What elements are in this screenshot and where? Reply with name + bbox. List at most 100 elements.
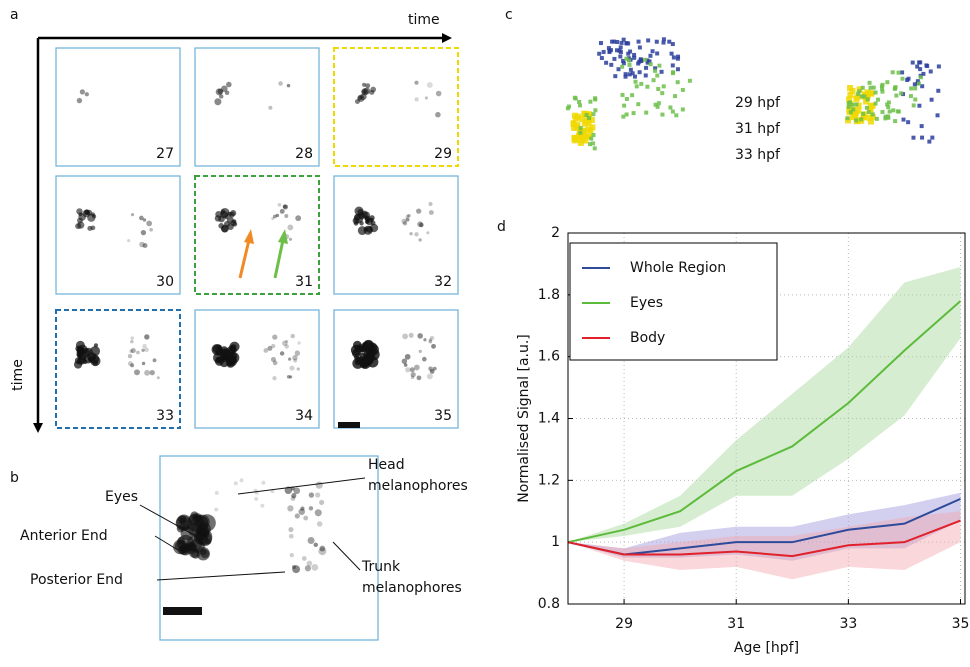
- pigment: [130, 213, 135, 217]
- pigment: [656, 86, 661, 91]
- pigment: [864, 105, 869, 110]
- pigment: [873, 101, 878, 106]
- arrow-head: [442, 33, 452, 43]
- pigment: [288, 357, 292, 361]
- pigment: [846, 106, 853, 113]
- pigment: [288, 527, 294, 533]
- pigment: [669, 51, 674, 56]
- x-tick-label: 33: [839, 616, 857, 632]
- pigment: [307, 537, 315, 544]
- pigment: [935, 113, 940, 118]
- pigment: [885, 80, 890, 85]
- frame: [333, 47, 459, 167]
- pigment: [626, 58, 631, 63]
- pigment: [578, 103, 583, 108]
- pigment: [303, 515, 309, 521]
- legend-label: 31 hpf: [735, 121, 781, 137]
- pigment: [267, 345, 273, 351]
- pigment: [287, 224, 294, 231]
- pigment: [134, 369, 140, 376]
- pigment: [865, 97, 870, 102]
- pigment: [639, 58, 644, 63]
- pigment: [856, 91, 861, 96]
- pigment: [651, 78, 656, 83]
- pigment: [883, 114, 888, 119]
- frames: 27 28 29 30 31 32 33 34 35: [55, 47, 459, 429]
- pigment: [291, 565, 296, 570]
- pigment: [643, 73, 648, 78]
- pigment: [632, 52, 637, 57]
- pigment: [936, 64, 941, 69]
- pigment: [570, 120, 577, 127]
- pigment: [846, 101, 851, 106]
- pigment: [285, 339, 289, 343]
- pigment: [621, 114, 626, 119]
- pigment: [579, 116, 586, 123]
- legend-label: 29 hpf: [735, 95, 781, 111]
- pigment: [139, 241, 145, 248]
- pigment: [354, 346, 360, 353]
- pigment: [215, 350, 221, 356]
- pigment: [308, 492, 315, 498]
- pigment: [581, 110, 588, 117]
- pigment: [226, 81, 232, 88]
- pigment: [671, 55, 676, 60]
- pigment: [868, 85, 873, 90]
- annotation: Eyes: [105, 489, 138, 505]
- pigment: [578, 125, 583, 130]
- pigment: [217, 88, 224, 95]
- pigment: [76, 97, 83, 104]
- pigment: [176, 514, 192, 530]
- pigment: [410, 375, 415, 380]
- pigment: [855, 102, 862, 109]
- pigment: [369, 223, 379, 233]
- pigment: [591, 112, 596, 117]
- pigment: [646, 38, 651, 43]
- pigment: [656, 101, 661, 106]
- pigment: [660, 112, 665, 117]
- pigment: [650, 49, 655, 54]
- pigment: [149, 369, 155, 376]
- pigment: [296, 367, 300, 371]
- pigment: [429, 369, 435, 374]
- pigment: [295, 215, 302, 222]
- pigment: [361, 89, 367, 95]
- pigment: [928, 69, 933, 74]
- pigment: [432, 366, 437, 371]
- pigment: [633, 79, 638, 84]
- pigment: [578, 136, 585, 143]
- pigment: [869, 114, 876, 121]
- scale-bar: [338, 422, 360, 428]
- frame: [194, 47, 320, 167]
- series-line: [567, 497, 961, 556]
- frame-number: 31: [295, 274, 313, 290]
- pigment: [854, 118, 859, 123]
- pigment: [661, 37, 666, 42]
- pigment: [854, 94, 861, 101]
- pigment: [127, 353, 133, 359]
- pigment: [76, 347, 85, 356]
- pigment: [632, 74, 637, 79]
- pigment: [142, 218, 147, 222]
- pigment: [906, 120, 911, 125]
- pigment: [362, 339, 375, 351]
- pigment: [577, 99, 582, 104]
- y-tick-label: 1.6: [538, 349, 560, 365]
- pigment: [624, 56, 629, 61]
- pigment: [149, 227, 153, 232]
- pigment: [130, 347, 136, 354]
- pigment: [668, 105, 673, 110]
- pigment: [630, 93, 635, 98]
- pigment: [639, 81, 644, 86]
- frame: [333, 309, 459, 429]
- annotation: Head: [368, 457, 405, 473]
- pigment: [918, 75, 923, 80]
- pigment: [657, 63, 662, 68]
- pigment: [428, 339, 433, 344]
- pigment: [408, 332, 414, 338]
- x-axis-label: Age [hpf]: [734, 640, 799, 656]
- pigment: [289, 365, 295, 371]
- pointer: [156, 571, 286, 581]
- pigment: [899, 91, 904, 96]
- arrow-head: [33, 423, 43, 433]
